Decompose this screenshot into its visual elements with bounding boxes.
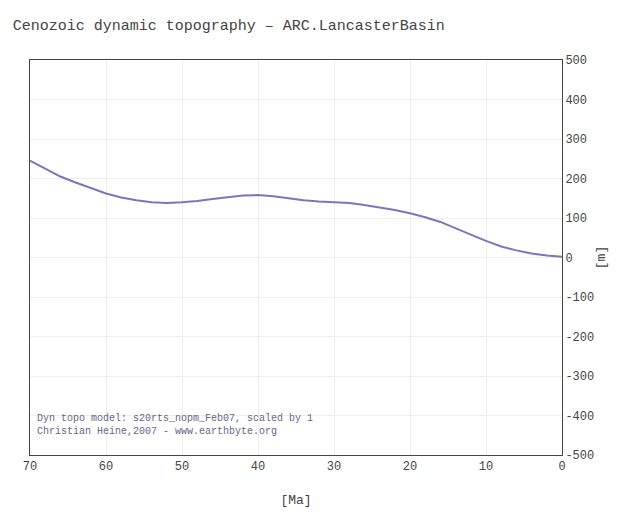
svg-text:-100: -100 — [565, 291, 594, 305]
svg-text:10: 10 — [479, 460, 493, 474]
svg-text:200: 200 — [565, 173, 587, 187]
svg-text:-400: -400 — [565, 410, 594, 424]
svg-text:30: 30 — [327, 460, 341, 474]
svg-text:Dyn topo model: s20rts_nopm_Fe: Dyn topo model: s20rts_nopm_Feb07, scale… — [37, 413, 313, 437]
svg-text:0: 0 — [565, 252, 572, 266]
svg-text:-300: -300 — [565, 370, 594, 384]
svg-text:70: 70 — [23, 460, 37, 474]
svg-text:Cenozoic dynamic topography –: Cenozoic dynamic topography – ARC.Lancas… — [13, 18, 445, 35]
svg-text:0: 0 — [558, 460, 565, 474]
svg-text:[m]: [m] — [594, 246, 609, 269]
svg-text:60: 60 — [99, 460, 113, 474]
svg-text:500: 500 — [565, 54, 587, 68]
svg-text:[Ma]: [Ma] — [280, 493, 311, 508]
svg-text:100: 100 — [565, 212, 587, 226]
svg-text:-200: -200 — [565, 331, 594, 345]
svg-text:300: 300 — [565, 133, 587, 147]
svg-text:20: 20 — [403, 460, 417, 474]
svg-text:-500: -500 — [565, 449, 594, 463]
svg-text:40: 40 — [251, 460, 265, 474]
svg-text:50: 50 — [175, 460, 189, 474]
svg-text:400: 400 — [565, 94, 587, 108]
